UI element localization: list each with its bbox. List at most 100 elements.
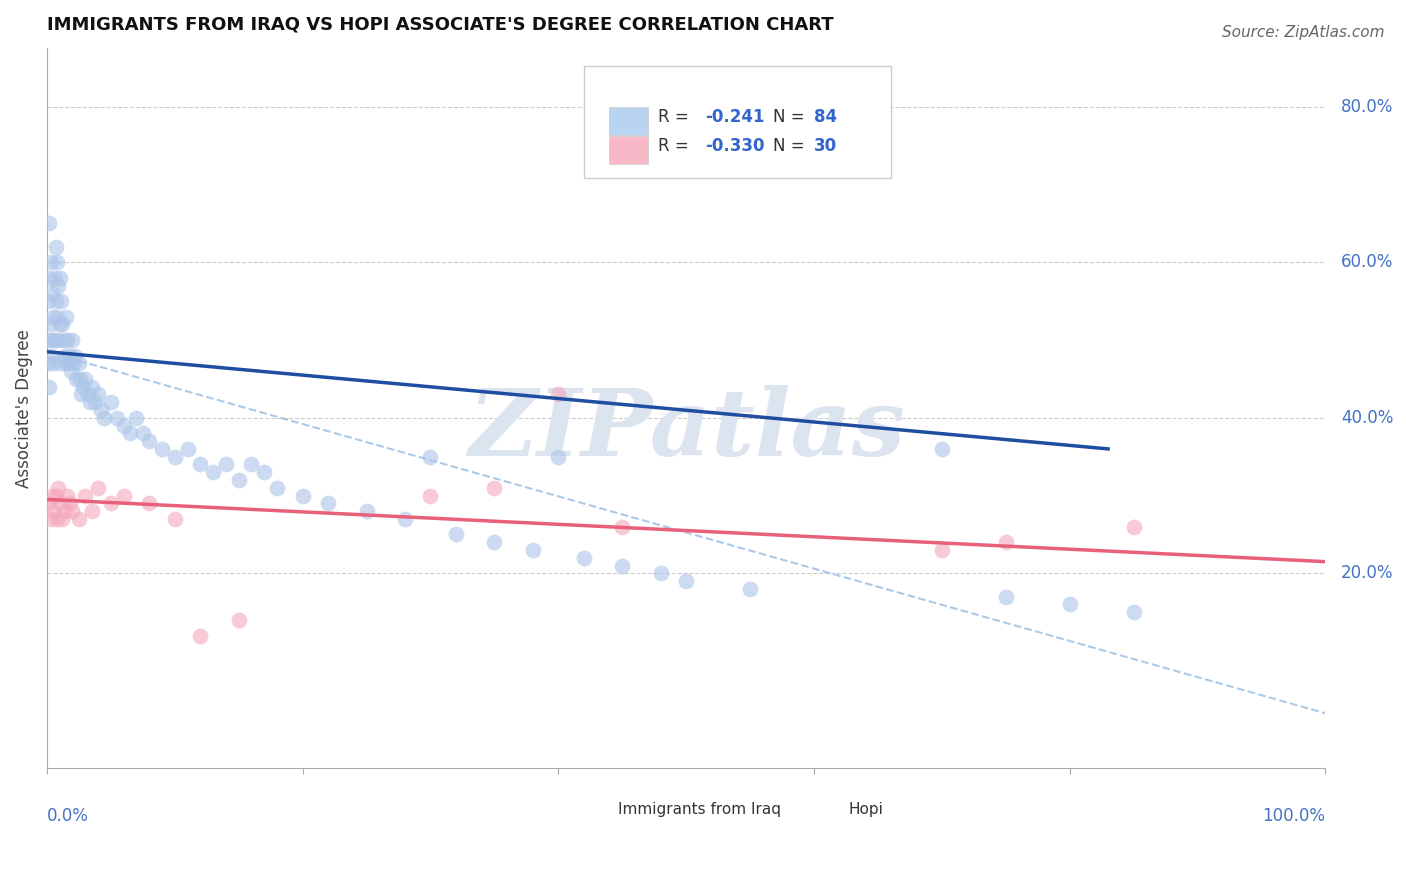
Bar — [583, 799, 612, 820]
Point — [48, 481, 70, 495]
Point — [48, 333, 70, 347]
Text: Immigrants from Iraq: Immigrants from Iraq — [619, 802, 782, 817]
Text: R =: R = — [658, 108, 695, 126]
Point — [44, 270, 66, 285]
Point — [202, 465, 225, 479]
Point — [266, 481, 288, 495]
Point — [994, 590, 1017, 604]
Point — [45, 489, 67, 503]
Point — [138, 496, 160, 510]
Point — [48, 496, 70, 510]
Point — [39, 255, 62, 269]
Point — [69, 372, 91, 386]
Text: IMMIGRANTS FROM IRAQ VS HOPI ASSOCIATE'S DEGREE CORRELATION CHART: IMMIGRANTS FROM IRAQ VS HOPI ASSOCIATE'S… — [46, 15, 834, 33]
Point — [39, 318, 62, 332]
Point — [38, 380, 60, 394]
Point — [52, 333, 75, 347]
Point — [42, 504, 65, 518]
Point — [62, 333, 84, 347]
Point — [38, 270, 60, 285]
Point — [51, 512, 73, 526]
Point — [1059, 598, 1081, 612]
Point — [994, 535, 1017, 549]
Point — [675, 574, 697, 588]
Point — [63, 349, 86, 363]
Point — [46, 255, 69, 269]
Point — [419, 450, 441, 464]
Point — [87, 481, 110, 495]
Point — [42, 356, 65, 370]
Text: N =: N = — [773, 108, 810, 126]
Point — [125, 410, 148, 425]
Point — [76, 387, 98, 401]
Y-axis label: Associate's Degree: Associate's Degree — [15, 328, 32, 488]
Point — [41, 489, 63, 503]
Point — [56, 333, 79, 347]
Point — [738, 582, 761, 596]
Point — [59, 496, 82, 510]
Text: 60.0%: 60.0% — [1341, 253, 1393, 271]
Point — [42, 310, 65, 324]
Point — [215, 458, 238, 472]
Point — [356, 504, 378, 518]
Point — [93, 410, 115, 425]
Text: N =: N = — [773, 136, 810, 154]
Point — [48, 278, 70, 293]
Point — [612, 519, 634, 533]
Point — [118, 426, 141, 441]
Point — [53, 504, 76, 518]
Point — [444, 527, 467, 541]
Point — [100, 395, 122, 409]
Point — [484, 481, 506, 495]
Point — [37, 496, 59, 510]
Point — [55, 310, 77, 324]
Point — [112, 489, 135, 503]
Text: R =: R = — [658, 136, 695, 154]
Point — [253, 465, 276, 479]
Point — [67, 356, 90, 370]
Point — [62, 356, 84, 370]
Point — [572, 550, 595, 565]
Point — [39, 512, 62, 526]
Point — [62, 504, 84, 518]
Point — [60, 364, 83, 378]
Point — [80, 380, 103, 394]
Point — [105, 410, 128, 425]
Point — [291, 489, 314, 503]
Text: 80.0%: 80.0% — [1341, 98, 1393, 116]
Point — [240, 458, 263, 472]
Point — [112, 418, 135, 433]
Point — [188, 628, 211, 642]
Point — [48, 356, 70, 370]
Bar — [609, 107, 648, 135]
Point — [228, 613, 250, 627]
Point — [45, 294, 67, 309]
Point — [228, 473, 250, 487]
Point — [547, 450, 569, 464]
Bar — [609, 136, 648, 163]
Point — [41, 333, 63, 347]
Point — [48, 270, 70, 285]
Point — [150, 442, 173, 456]
Point — [37, 333, 59, 347]
Point — [931, 442, 953, 456]
Point — [1122, 519, 1144, 533]
Point — [72, 380, 94, 394]
Point — [37, 294, 59, 309]
Point — [67, 512, 90, 526]
Text: -0.330: -0.330 — [706, 136, 765, 154]
Point — [612, 558, 634, 573]
Point — [138, 434, 160, 449]
Point — [49, 294, 72, 309]
Point — [39, 349, 62, 363]
Point — [65, 372, 87, 386]
Point — [44, 333, 66, 347]
Point — [80, 504, 103, 518]
Text: 0.0%: 0.0% — [46, 807, 89, 825]
Text: ZIPatlas: ZIPatlas — [468, 384, 904, 475]
Point — [46, 310, 69, 324]
Point — [75, 489, 97, 503]
Point — [58, 356, 80, 370]
Text: 40.0%: 40.0% — [1341, 409, 1393, 426]
Point — [650, 566, 672, 581]
